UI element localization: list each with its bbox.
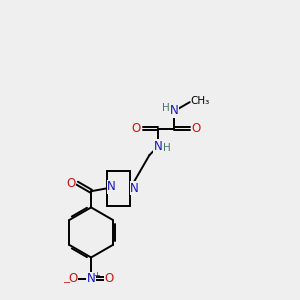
Text: N: N [170,104,179,118]
Text: N: N [87,272,95,285]
Text: O: O [105,272,114,285]
Text: CH₃: CH₃ [190,96,210,106]
Text: O: O [192,122,201,135]
Text: O: O [67,177,76,190]
Text: −: − [63,278,71,288]
Text: H: H [163,143,171,153]
Text: N: N [130,182,139,195]
Text: N: N [107,180,116,193]
Text: +: + [93,271,100,280]
Text: O: O [68,272,77,285]
Text: O: O [132,122,141,135]
Text: N: N [154,140,163,153]
Text: H: H [162,103,170,113]
